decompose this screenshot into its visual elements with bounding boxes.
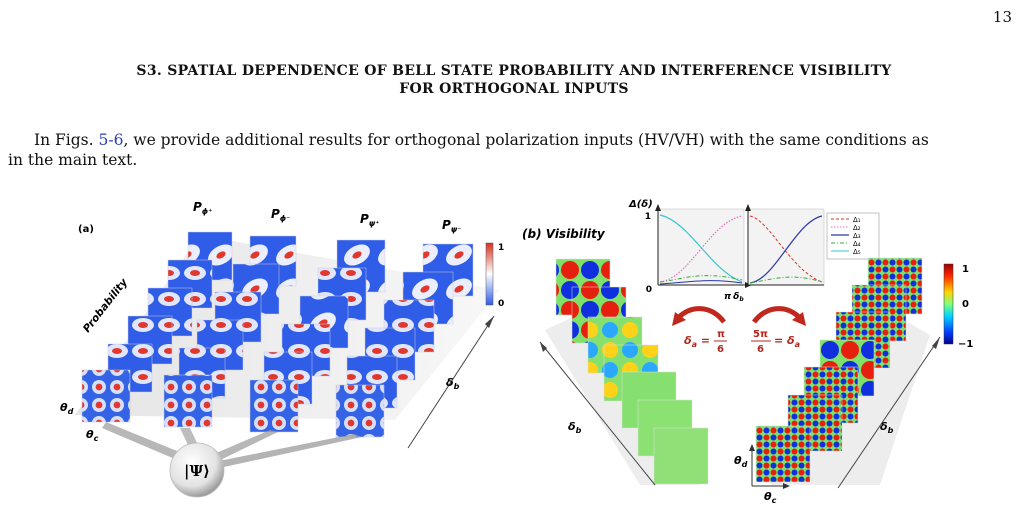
- right-eq-denominator: 6: [757, 344, 764, 355]
- svg-text:= δa: = δa: [774, 334, 800, 349]
- inset-y-bottom: 0: [646, 285, 652, 295]
- panel-a-theta-c: θc: [86, 428, 99, 443]
- figure-reference-link[interactable]: 5-6: [98, 131, 124, 149]
- panel-b-colorbar-max: 1: [962, 264, 969, 275]
- heatmap-tile-front: [163, 374, 213, 428]
- left-eq-denominator: 6: [717, 344, 724, 355]
- delta-b-axis: [407, 315, 495, 449]
- panel-a-label: (a): [78, 224, 94, 235]
- para-text-b: , we provide additional results for orth…: [123, 131, 929, 149]
- heading-line-2: FOR ORTHOGONAL INPUTS: [399, 81, 629, 97]
- legend-entry-5: Δ₅: [853, 248, 861, 256]
- left-delta-b-arrowhead: [540, 342, 547, 352]
- inset-plot-right: [745, 204, 825, 286]
- section-heading: S3. SPATIAL DEPENDENCE OF BELL STATE PRO…: [0, 62, 1028, 98]
- panel-a-colorbar: [485, 242, 494, 306]
- heatmap-tile-front: [335, 384, 385, 438]
- panel-b-label: (b) Visibility: [522, 227, 606, 241]
- left-delta-b-label: δb: [568, 420, 582, 435]
- legend-entry-4: Δ₄: [853, 240, 861, 248]
- right-eq-numerator: 5π: [753, 329, 768, 340]
- svg-text:δa =: δa =: [684, 334, 710, 349]
- panel-b: (b) Visibility Δ(δ) 1 0 π δb: [522, 199, 973, 505]
- heading-line-1: S3. SPATIAL DEPENDENCE OF BELL STATE PRO…: [136, 63, 892, 79]
- panel-b-theta-d: θd: [734, 454, 748, 469]
- col-header-psi-minus: Pψ⁻: [442, 218, 461, 234]
- heatmap-tile-front: [81, 369, 131, 423]
- panel-b-theta-c: θc: [764, 490, 777, 505]
- probability-label: Probability: [81, 276, 131, 335]
- vis-map: [653, 427, 709, 485]
- inset-legend: Δ₁ Δ₂ Δ₃ Δ₄ Δ₅: [826, 212, 880, 260]
- panel-a-colorbar-max: 1: [498, 243, 504, 253]
- right-curved-arrow: [752, 306, 802, 324]
- psi-source-label: |Ψ⟩: [184, 462, 210, 480]
- col-header-phi-plus: Pϕ⁺: [193, 200, 212, 216]
- legend-entry-1: Δ₁: [853, 216, 861, 224]
- col-header-psi-plus: Pψ⁺: [360, 212, 379, 228]
- right-delta-b-axis: [837, 336, 941, 489]
- panel-a-heatmap-grid: [81, 231, 474, 438]
- panel-a-column-headers: Pϕ⁺ Pϕ⁻ Pψ⁺ Pψ⁻: [193, 200, 461, 234]
- heatmap-tile-front: [249, 379, 299, 433]
- panel-b-colorbar-min: −1: [958, 339, 973, 350]
- panel-a-theta-d: θd: [60, 401, 74, 416]
- left-delta-b-axis: [539, 341, 656, 486]
- left-curved-arrowhead: [672, 312, 686, 326]
- inset-x-label: π δb: [724, 292, 744, 303]
- right-visibility-stack: [755, 257, 923, 483]
- vis-map-front: [755, 425, 811, 483]
- left-visibility-stack: [555, 258, 709, 485]
- inset-y-axis-label: Δ(δ): [628, 199, 653, 210]
- delta-b-arrowhead: [485, 316, 494, 328]
- legend-entry-3: Δ₃: [853, 232, 861, 240]
- para-text-a: In Figs.: [34, 131, 99, 149]
- left-curved-arrow: [676, 306, 726, 324]
- inset-y-top: 1: [645, 212, 651, 222]
- col-header-phi-minus: Pϕ⁻: [271, 207, 290, 223]
- legend-entry-2: Δ₂: [853, 224, 861, 232]
- right-delta-b-arrowhead: [932, 337, 940, 349]
- psi-source-sphere: [169, 442, 225, 498]
- right-delta-b-label: δb: [880, 420, 894, 435]
- panel-b-colorbar-mid: 0: [962, 299, 969, 310]
- panel-a-delta-b: δb: [446, 376, 460, 391]
- para-text-c: in the main text.: [8, 151, 138, 169]
- page-number: 13: [992, 8, 1012, 26]
- left-eq-numerator: π: [717, 329, 725, 340]
- panel-a-colorbar-min: 0: [498, 299, 504, 309]
- right-equation: 5π 6 = δa: [751, 329, 800, 355]
- inset-plot-left: [655, 204, 752, 288]
- body-paragraph: In Figs. 5-6, we provide additional resu…: [8, 130, 1014, 170]
- panel-a: (a) Pϕ⁺ Pϕ⁻ Pψ⁺ Pψ⁻: [60, 200, 504, 498]
- panel-b-colorbar: [943, 263, 954, 345]
- panel-a-rays: [102, 422, 362, 470]
- right-curved-arrowhead: [792, 312, 806, 326]
- left-equation: δa = π 6: [684, 329, 727, 355]
